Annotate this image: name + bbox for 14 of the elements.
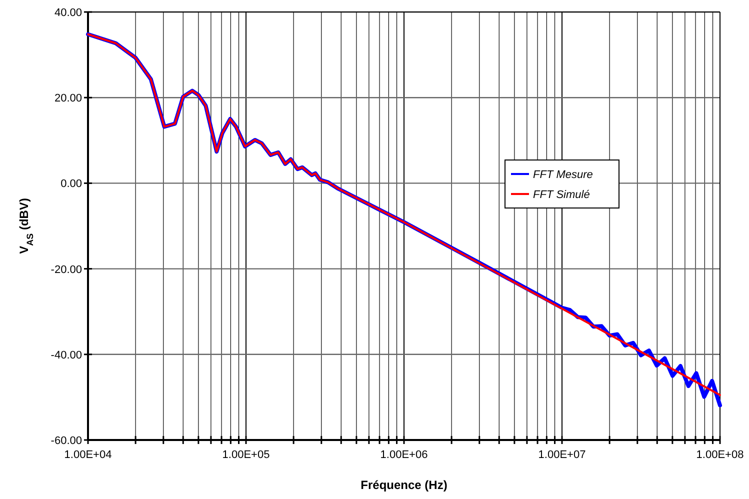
legend-label: FFT Simulé: [533, 189, 590, 201]
x-tick-label: 1.00E+04: [64, 449, 112, 461]
y-tick-label: 40.00: [54, 7, 82, 19]
y-tick-label: -20.00: [50, 264, 82, 276]
y-tick-label: 20.00: [54, 92, 82, 105]
y-tick-label: -60.00: [50, 435, 82, 447]
legend-label: FFT Mesure: [533, 169, 593, 181]
y-tick-label: 0.00: [60, 178, 82, 190]
y-tick-label: -40.00: [50, 349, 82, 362]
x-tick-label: 1.00E+08: [696, 449, 744, 461]
x-tick-label: 1.00E+06: [380, 449, 428, 461]
x-axis-title: Fréquence (Hz): [360, 478, 448, 492]
x-tick-label: 1.00E+07: [538, 449, 586, 461]
x-tick-label: 1.00E+05: [222, 449, 270, 461]
